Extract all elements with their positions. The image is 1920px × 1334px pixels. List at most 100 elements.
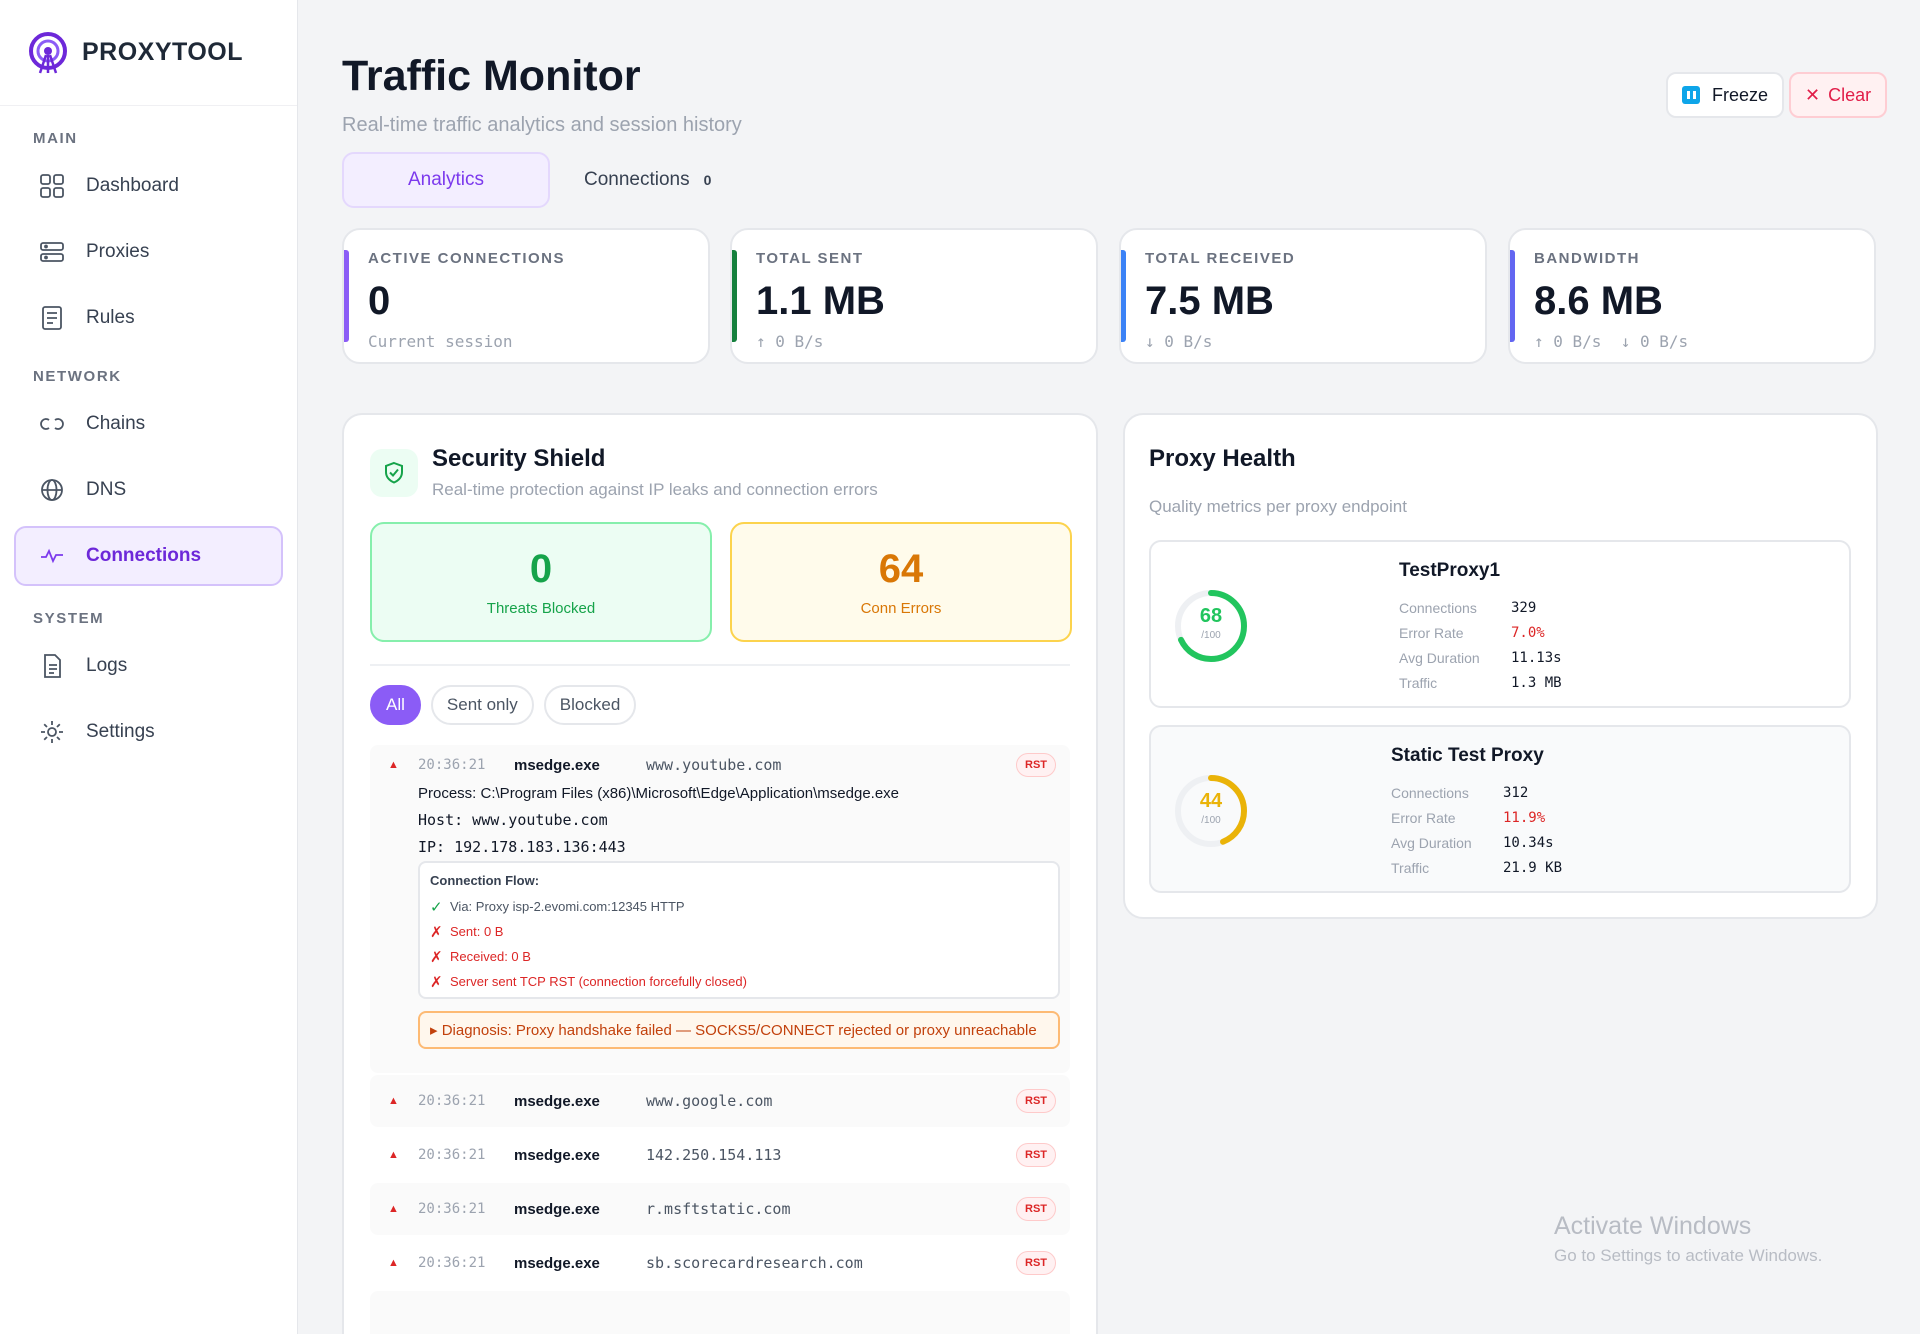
warning-icon: ▲ bbox=[388, 759, 399, 771]
metric-value: 11.13s bbox=[1511, 650, 1562, 666]
stat-sub: Current session bbox=[368, 332, 513, 351]
cross-icon: ✗ bbox=[430, 948, 443, 966]
grid-icon bbox=[40, 174, 64, 198]
connection-row[interactable]: ▲ 20:36:21 msedge.exe r.msftstatic.com R… bbox=[370, 1183, 1070, 1235]
metric-traffic: Traffic 21.9 KB bbox=[1391, 860, 1562, 876]
connection-flow-box: Connection Flow: ✓ Via: Proxy isp-2.evom… bbox=[418, 861, 1060, 999]
sidebar-item-connections[interactable]: Connections bbox=[14, 526, 283, 586]
clear-button[interactable]: ✕ Clear bbox=[1789, 72, 1888, 118]
freeze-label: Freeze bbox=[1712, 84, 1769, 105]
conn-errors-value: 64 bbox=[878, 547, 924, 591]
status-badge: RST bbox=[1016, 1197, 1056, 1221]
health-score-max: /100 bbox=[1201, 815, 1221, 826]
gauge-arc bbox=[1175, 775, 1247, 847]
gear-icon bbox=[41, 721, 63, 743]
flow-item: ✗ Sent: 0 B bbox=[430, 919, 1048, 944]
clear-label: Clear bbox=[1828, 84, 1872, 105]
proxy-health-panel: Proxy Health Quality metrics per proxy e… bbox=[1123, 413, 1878, 919]
proxy-name: Static Test Proxy bbox=[1391, 745, 1544, 766]
nav-section-network: NETWORK bbox=[33, 368, 122, 385]
freeze-button[interactable]: Freeze bbox=[1666, 72, 1785, 118]
proxy-name: TestProxy1 bbox=[1399, 560, 1501, 581]
connection-row-expanded[interactable]: ▲ 20:36:21 msedge.exe www.youtube.com RS… bbox=[370, 745, 1070, 1073]
security-shield-panel: Security Shield Real-time protection aga… bbox=[342, 413, 1098, 1334]
sidebar-item-label: Connections bbox=[86, 545, 202, 566]
sidebar-item-label: Chains bbox=[86, 413, 146, 434]
status-badge: RST bbox=[1016, 1143, 1056, 1167]
sidebar-item-chains[interactable]: Chains bbox=[14, 394, 283, 454]
metric-value: 1.3 MB bbox=[1511, 675, 1562, 691]
threats-blocked-label: Threats Blocked bbox=[486, 600, 596, 617]
tab-analytics[interactable]: Analytics bbox=[342, 152, 550, 208]
diagnosis-banner[interactable]: ▸ Diagnosis: Proxy handshake failed — SO… bbox=[418, 1011, 1060, 1049]
connection-process: msedge.exe bbox=[514, 1200, 600, 1218]
activate-windows-hint: Go to Settings to activate Windows. bbox=[1554, 1246, 1823, 1265]
warning-icon: ▲ bbox=[388, 1257, 399, 1269]
health-subtitle: Quality metrics per proxy endpoint bbox=[1149, 497, 1407, 516]
brand-name: PROXYTOOL bbox=[82, 38, 244, 66]
tab-label: Analytics bbox=[407, 169, 485, 190]
connection-time: 20:36:21 bbox=[418, 1255, 486, 1271]
status-badge: RST bbox=[1016, 753, 1056, 777]
status-badge: RST bbox=[1016, 1089, 1056, 1113]
sidebar-item-label: Dashboard bbox=[86, 175, 179, 196]
sidebar-item-dns[interactable]: DNS bbox=[14, 460, 283, 520]
sidebar-item-proxies[interactable]: Proxies bbox=[14, 222, 283, 282]
warning-icon: ▲ bbox=[388, 1149, 399, 1161]
stat-card-total-received: Total Received 7.5 MB ↓ 0 B/s bbox=[1119, 228, 1487, 364]
metric-label: Connections bbox=[1399, 600, 1477, 616]
stat-card-bandwidth: Bandwidth 8.6 MB ↑ 0 B/s ↓ 0 B/s bbox=[1508, 228, 1876, 364]
sidebar-item-label: DNS bbox=[86, 479, 127, 500]
conn-errors-card: 64 Conn Errors bbox=[730, 522, 1072, 642]
activate-windows-watermark: Activate Windows bbox=[1554, 1212, 1752, 1240]
tab-bar: Analytics Connections 0 bbox=[342, 152, 745, 208]
sidebar-item-label: Logs bbox=[86, 655, 128, 676]
tab-count-badge: 0 bbox=[703, 172, 712, 188]
metric-value: 10.34s bbox=[1503, 835, 1554, 851]
stat-value: 8.6 MB bbox=[1534, 279, 1663, 323]
proxy-card[interactable]: 44 /100 Static Test Proxy Connections 312… bbox=[1149, 725, 1851, 893]
connection-row[interactable]: ▲ 20:36:21 msedge.exe 142.250.154.113 RS… bbox=[370, 1129, 1070, 1181]
metric-label: Error Rate bbox=[1399, 625, 1464, 641]
warning-icon: ▲ bbox=[388, 1095, 399, 1107]
filter-sent-only[interactable]: Sent only bbox=[430, 685, 534, 725]
divider bbox=[370, 664, 1070, 666]
page-subtitle: Real-time traffic analytics and session … bbox=[342, 114, 742, 136]
metric-label: Error Rate bbox=[1391, 810, 1456, 826]
stat-value: 0 bbox=[368, 279, 391, 323]
filter-blocked[interactable]: Blocked bbox=[543, 685, 637, 725]
connection-row[interactable]: ▲ 20:36:21 msedge.exe www.google.com RST bbox=[370, 1075, 1070, 1127]
stat-sub: ↓ 0 B/s bbox=[1145, 332, 1213, 351]
server-icon bbox=[40, 242, 64, 262]
health-gauge: 44 /100 bbox=[1171, 771, 1251, 851]
metric-value: 11.9% bbox=[1503, 810, 1546, 826]
connection-host: r.msftstatic.com bbox=[646, 1200, 791, 1218]
metric-value: 21.9 KB bbox=[1503, 860, 1563, 876]
check-icon: ✓ bbox=[430, 898, 443, 916]
proxytool-logo-icon bbox=[29, 31, 67, 73]
proxy-card[interactable]: 68 /100 TestProxy1 Connections 329 Error … bbox=[1149, 540, 1851, 708]
flow-item: ✗ Received: 0 B bbox=[430, 944, 1048, 969]
filter-all[interactable]: All bbox=[370, 685, 421, 725]
stat-label: Bandwidth bbox=[1534, 250, 1640, 267]
sidebar-item-logs[interactable]: Logs bbox=[14, 636, 283, 696]
connection-row-partial[interactable] bbox=[370, 1291, 1070, 1334]
sidebar-item-label: Proxies bbox=[86, 241, 150, 262]
detail-host: Host: www.youtube.com bbox=[418, 811, 608, 829]
threats-blocked-value: 0 bbox=[529, 547, 553, 591]
tab-connections[interactable]: Connections 0 bbox=[550, 152, 745, 208]
sidebar-item-label: Settings bbox=[86, 721, 155, 742]
sidebar-item-dashboard[interactable]: Dashboard bbox=[14, 156, 283, 216]
sidebar-item-settings[interactable]: Settings bbox=[14, 702, 283, 762]
activity-icon bbox=[41, 548, 63, 564]
shield-subtitle: Real-time protection against IP leaks an… bbox=[432, 480, 878, 499]
connection-row-header: ▲ 20:36:21 msedge.exe www.youtube.com RS… bbox=[370, 745, 1070, 785]
gauge-arc bbox=[1175, 590, 1247, 662]
sidebar-item-rules[interactable]: Rules bbox=[14, 288, 283, 348]
globe-icon bbox=[41, 479, 63, 501]
metric-connections: Connections 329 bbox=[1399, 600, 1536, 616]
connection-process: msedge.exe bbox=[514, 1146, 600, 1164]
connection-host: www.youtube.com bbox=[646, 756, 782, 774]
connection-row[interactable]: ▲ 20:36:21 msedge.exe sb.scorecardresear… bbox=[370, 1237, 1070, 1289]
flow-text: Received: 0 B bbox=[450, 949, 531, 964]
